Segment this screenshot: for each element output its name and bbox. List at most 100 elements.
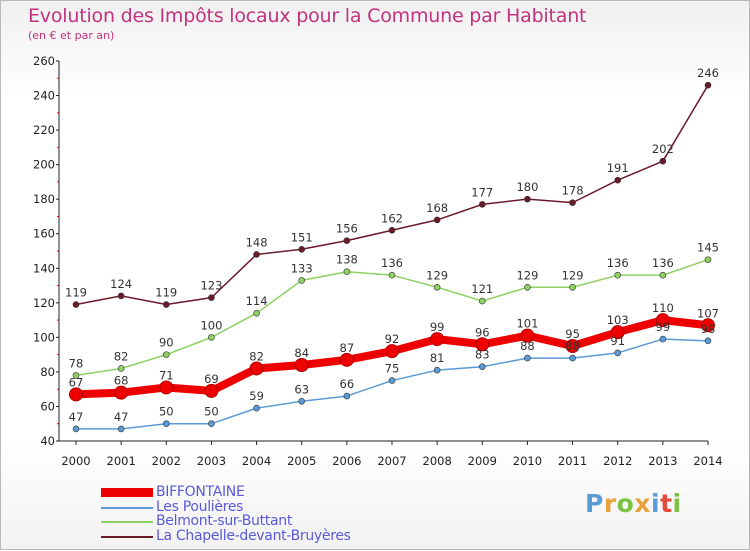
logo-letter: P: [585, 489, 604, 518]
data-point-biffontaine: [385, 344, 399, 359]
data-point-la-chapelle-devant-bruyeres: [569, 199, 576, 206]
x-tick-label: 2010: [513, 454, 542, 468]
data-point-la-chapelle-devant-bruyeres: [208, 294, 215, 301]
y-tick-label: 40: [40, 434, 55, 448]
y-tick-label: 160: [33, 227, 55, 241]
data-point-belmont-sur-buttant: [208, 334, 215, 341]
data-label-la-chapelle-devant-bruyeres: 119: [155, 286, 177, 300]
data-label-la-chapelle-devant-bruyeres: 123: [200, 279, 222, 293]
legend-swatch: [101, 521, 153, 523]
data-label-la-chapelle-devant-bruyeres: 124: [110, 277, 132, 291]
data-point-la-chapelle-devant-bruyeres: [614, 176, 622, 184]
y-tick-label: 140: [33, 261, 55, 275]
data-label-les-poulieres: 59: [249, 389, 264, 403]
data-point-belmont-sur-buttant: [117, 365, 125, 372]
data-label-biffontaine: 103: [607, 313, 629, 327]
x-tick-label: 2011: [558, 454, 587, 468]
y-tick-label: 100: [33, 330, 55, 344]
data-point-belmont-sur-buttant: [704, 256, 712, 263]
legend-label: Belmont-sur-Buttant: [156, 513, 293, 529]
data-point-biffontaine: [114, 385, 129, 400]
data-point-belmont-sur-buttant: [343, 268, 351, 276]
y-tick-label: 180: [33, 192, 55, 206]
data-label-la-chapelle-devant-bruyeres: 148: [246, 235, 268, 249]
chart-title: Evolution des Impôts locaux pour la Comm…: [28, 5, 587, 27]
data-label-les-poulieres: 47: [69, 410, 84, 424]
x-tick-label: 2003: [197, 454, 226, 468]
data-point-la-chapelle-devant-bruyeres: [524, 195, 531, 203]
data-label-belmont-sur-buttant: 133: [291, 261, 313, 275]
data-label-la-chapelle-devant-bruyeres: 177: [471, 185, 493, 199]
data-point-les-poulieres: [478, 363, 486, 371]
data-label-biffontaine: 95: [565, 327, 580, 341]
data-point-les-poulieres: [253, 404, 260, 412]
data-label-les-poulieres: 83: [475, 348, 490, 362]
data-label-belmont-sur-buttant: 138: [336, 253, 358, 267]
data-point-biffontaine: [655, 313, 670, 328]
data-point-la-chapelle-devant-bruyeres: [704, 81, 712, 89]
data-point-les-poulieres: [659, 335, 667, 343]
data-point-belmont-sur-buttant: [162, 351, 170, 358]
axes: 40 60 80 100 120 140 160 180 200 220 240 260 2000 200…: [33, 54, 723, 468]
x-tick-label: 2009: [468, 454, 497, 468]
data-point-biffontaine: [294, 358, 309, 372]
data-label-biffontaine: 107: [697, 306, 719, 320]
data-point-belmont-sur-buttant: [478, 297, 486, 305]
data-label-la-chapelle-devant-bruyeres: 202: [652, 142, 674, 156]
data-label-les-poulieres: 47: [114, 410, 129, 424]
data-point-les-poulieres: [343, 392, 351, 400]
data-point-les-poulieres: [614, 349, 622, 357]
data-point-belmont-sur-buttant: [433, 283, 441, 291]
data-label-la-chapelle-devant-bruyeres: 191: [607, 161, 629, 175]
data-point-belmont-sur-buttant: [298, 277, 306, 284]
data-point-la-chapelle-devant-bruyeres: [659, 157, 667, 165]
x-tick-label: 2014: [693, 454, 722, 468]
data-label-belmont-sur-buttant: 129: [426, 268, 448, 282]
data-label-biffontaine: 69: [204, 372, 219, 386]
data-label-belmont-sur-buttant: 121: [471, 282, 493, 296]
data-label-biffontaine: 101: [516, 317, 538, 331]
data-label-la-chapelle-devant-bruyeres: 246: [697, 66, 719, 80]
data-label-la-chapelle-devant-bruyeres: 168: [426, 201, 448, 215]
data-point-la-chapelle-devant-bruyeres: [117, 292, 125, 300]
data-label-les-poulieres: 91: [610, 334, 625, 348]
data-point-biffontaine: [204, 383, 219, 398]
x-tick-label: 2002: [152, 454, 181, 468]
data-point-les-poulieres: [72, 425, 80, 433]
data-label-biffontaine: 68: [114, 374, 129, 388]
data-label-biffontaine: 87: [340, 341, 355, 355]
data-point-biffontaine: [430, 332, 445, 347]
logo-letter: r: [603, 489, 617, 518]
y-tick-label: 240: [33, 89, 55, 103]
data-label-belmont-sur-buttant: 78: [69, 356, 84, 370]
legend-swatch: [101, 535, 153, 538]
x-tick-label: 2012: [603, 454, 632, 468]
data-point-la-chapelle-devant-bruyeres: [343, 237, 351, 244]
data-point-la-chapelle-devant-bruyeres: [388, 226, 396, 234]
data-label-biffontaine: 82: [249, 349, 264, 363]
y-tick-label: 260: [33, 54, 55, 68]
data-point-les-poulieres: [524, 354, 531, 362]
logo-letter: i: [672, 489, 682, 518]
data-point-la-chapelle-devant-bruyeres: [162, 301, 170, 308]
logo-letter: o: [616, 489, 635, 518]
data-label-belmont-sur-buttant: 82: [114, 349, 129, 363]
data-label-les-poulieres: 75: [385, 362, 400, 376]
x-tick-label: 2000: [61, 454, 90, 468]
data-point-belmont-sur-buttant: [614, 271, 622, 279]
legend-label: Les Poulières: [156, 498, 244, 515]
data-label-les-poulieres: 50: [204, 405, 219, 419]
data-point-biffontaine: [475, 337, 490, 352]
data-label-biffontaine: 71: [159, 368, 174, 382]
logo-letter: i: [651, 489, 661, 518]
logo-letter: x: [634, 489, 651, 518]
data-label-belmont-sur-buttant: 100: [200, 318, 222, 332]
x-tick-label: 2005: [287, 454, 316, 468]
data-point-biffontaine: [159, 380, 174, 395]
data-point-les-poulieres: [388, 377, 396, 384]
data-label-la-chapelle-devant-bruyeres: 162: [381, 211, 403, 225]
data-point-la-chapelle-devant-bruyeres: [253, 251, 260, 258]
data-label-biffontaine: 96: [475, 325, 490, 339]
